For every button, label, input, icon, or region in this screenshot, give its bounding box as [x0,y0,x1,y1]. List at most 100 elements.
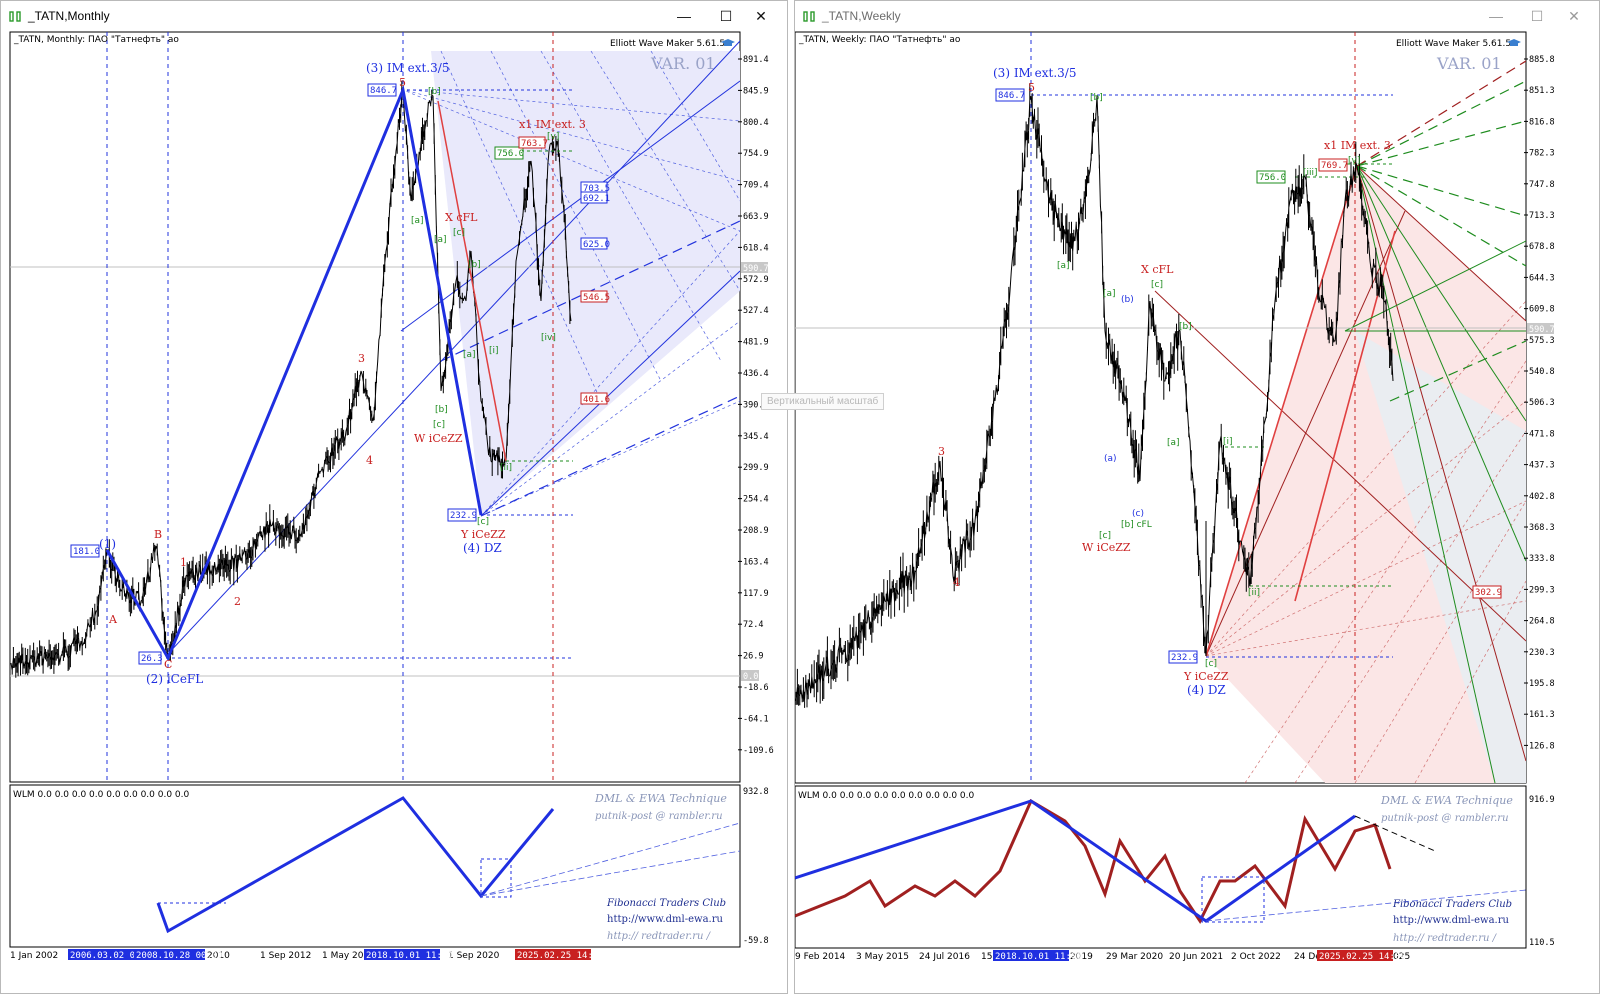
axis-tick-label: 208.9 [743,526,769,536]
svg-text:756.0: 756.0 [1259,173,1286,183]
svg-text:1 Sep 2012: 1 Sep 2012 [260,951,311,961]
svg-text:[a]: [a] [1103,289,1116,299]
svg-text:2008.10.28 00:00: 2008.10.28 00:00 [136,951,223,961]
credit-url1: http://www.dml-ewa.ru [1393,915,1510,926]
svg-text:29 Mar 2020: 29 Mar 2020 [1106,952,1163,962]
credit-url2: http:// redtrader.ru / [607,931,712,942]
fib-fan-lines [400,50,740,517]
fib-channel-fill [431,51,740,516]
monthly-chart-window[interactable]: _TATN,Monthly — ☐ ✕ [0,0,788,994]
axis-tick-label: 851.3 [1529,86,1555,96]
fib-fan-fill-green [1355,331,1526,783]
weekly-chart[interactable]: (3) IM ext.3/5 (4) DZ x1 IM ext. 3 X cFL… [795,1,1600,995]
weekly-titlebar[interactable]: _TATN,Weekly — ☐ ✕ [795,1,1599,31]
chart-window-icon [803,11,815,22]
wave-C-label: C [164,658,172,671]
subwave-labels: [b] [a] [a] [c] [b] [a] [b] [c] [i] [ii]… [411,87,559,527]
axis-tick-label: 891.4 [743,55,769,65]
maximize-button[interactable]: ☐ [719,8,733,24]
wave-1n-label: 1 [180,556,187,569]
svg-text:846.7: 846.7 [370,86,397,96]
indicator-plot-area[interactable] [795,785,1527,949]
w-iceZZ-label: W iCeZZ [414,432,463,445]
axis-tick-label: 126.8 [1529,741,1555,751]
wave-5n-label: 5 [399,76,406,89]
window-title: _TATN,Monthly [28,9,110,23]
svg-text:[c]: [c] [477,517,489,527]
y-iceZZ-label: Y iCeZZ [1183,670,1229,683]
indicator-plot-area[interactable] [9,784,741,948]
indicator-axis-bottom: -59.8 [743,936,769,946]
indicator-axis-top: 916.9 [1529,795,1555,805]
svg-text:24 Jul 2016: 24 Jul 2016 [919,952,970,962]
svg-text:[c]: [c] [453,228,465,238]
primary-wave-path [105,84,483,662]
axis-tick-label: 390.9 [743,400,769,410]
time-markers: 2006.03.02 00 2008.10.28 00:00 2018.10.0… [68,949,604,961]
credit-club: Fibonacci Traders Club [606,898,726,909]
price-axis[interactable]: 891.4 845.9 800.4 754.9 709.4 663.9 618.4 572.9… [738,55,774,756]
weekly-chart-window[interactable]: _TATN,Weekly — ☐ ✕ [794,0,1600,994]
wave-4n-label: 4 [953,576,960,589]
axis-tick-label: 299.3 [1529,585,1555,595]
price-axis[interactable]: 885.8 851.3 816.8 782.3 747.8 713.3 678.8 644.3… [1524,55,1555,751]
subwave-labels: [b] [a] [a] [c] [b] [a] [c] [b] cFL [i] … [1057,93,1360,669]
svg-text:2025.02.25 14:00: 2025.02.25 14:00 [517,951,604,961]
svg-text:2025.02.25 14:00: 2025.02.25 14:00 [1319,952,1406,962]
axis-tick-label: 782.3 [1529,149,1555,159]
channel-lines [165,40,740,657]
axis-tick-label: 575.3 [1529,336,1555,346]
zero-box [741,670,759,681]
axis-tick-label: 709.4 [743,181,769,191]
wave-1-label: (1) [99,537,116,551]
time-axis[interactable]: 1 Jan 2002 2010 1 Sep 2012 1 May 201 1 S… [10,951,500,961]
svg-text:546.5: 546.5 [583,293,610,303]
svg-text:2010: 2010 [207,951,230,961]
green-levels [1225,163,1393,587]
time-markers: 2018.10.01 11:00 2025.02.25 14:00 [993,950,1406,962]
axis-tick-label: 161.3 [1529,710,1555,720]
indicator-projection [1354,815,1436,852]
svg-text:26.3: 26.3 [141,654,163,664]
axis-tick-label: 117.9 [743,589,769,599]
axis-tick-label: 609.8 [1529,305,1555,315]
time-axis[interactable]: 9 Feb 2014 3 May 2015 24 Jul 2016 15 201… [795,952,1410,962]
axis-tick-label: 527.4 [743,306,769,316]
axis-tick-label: 747.8 [1529,180,1555,190]
wave-5n-label: 5 [1028,81,1035,94]
time-marker-lines [106,32,404,782]
x-cfl-label: X cFL [445,211,478,224]
svg-text:756.0: 756.0 [497,149,524,159]
minimize-button[interactable]: — [677,8,691,24]
svg-text:[ii]: [ii] [1248,588,1260,598]
svg-text:[b]: [b] [1090,93,1103,103]
minimize-button[interactable]: — [1489,8,1503,24]
svg-text:20 Jun 2021: 20 Jun 2021 [1169,952,1223,962]
credit-technique: DML & EWA Technique [594,792,727,805]
close-button[interactable]: ✕ [1568,8,1580,24]
maximize-button[interactable]: ☐ [1530,8,1544,24]
window-title: _TATN,Weekly [822,9,901,23]
svg-text:1 Jan 2002: 1 Jan 2002 [10,951,58,961]
svg-text:625.0: 625.0 [583,240,610,250]
axis-tick-label: 402.8 [1529,492,1555,502]
current-price-value: 590.7 [1529,325,1555,335]
zero-value: 0.0 [743,672,758,682]
close-button[interactable]: ✕ [755,8,767,24]
svg-text:[b]: [b] [1179,322,1192,332]
credit-url1: http://www.dml-ewa.ru [607,914,724,925]
monthly-chart[interactable]: (3) IM ext.3/5 (1) (2) iCeFL (4) DZ x1 I… [1,1,789,995]
axis-tick-label: -64.1 [743,714,769,724]
axis-tick-label: 230.3 [1529,648,1555,658]
axis-tick-label: 264.8 [1529,617,1555,627]
x1-label: x1 IM ext. 3 [519,118,586,131]
axis-tick-label: 72.4 [743,620,763,630]
monthly-titlebar[interactable]: _TATN,Monthly — ☐ ✕ [1,1,787,31]
graduation-cap-icon [1507,39,1521,46]
svg-text:[ii]: [ii] [500,463,512,473]
fib-fan-fill [1206,166,1526,783]
svg-text:[i]: [i] [489,346,499,356]
chart-window-icon [9,11,21,22]
svg-text:846.7: 846.7 [998,91,1025,101]
svg-text:[a]: [a] [1167,438,1180,448]
